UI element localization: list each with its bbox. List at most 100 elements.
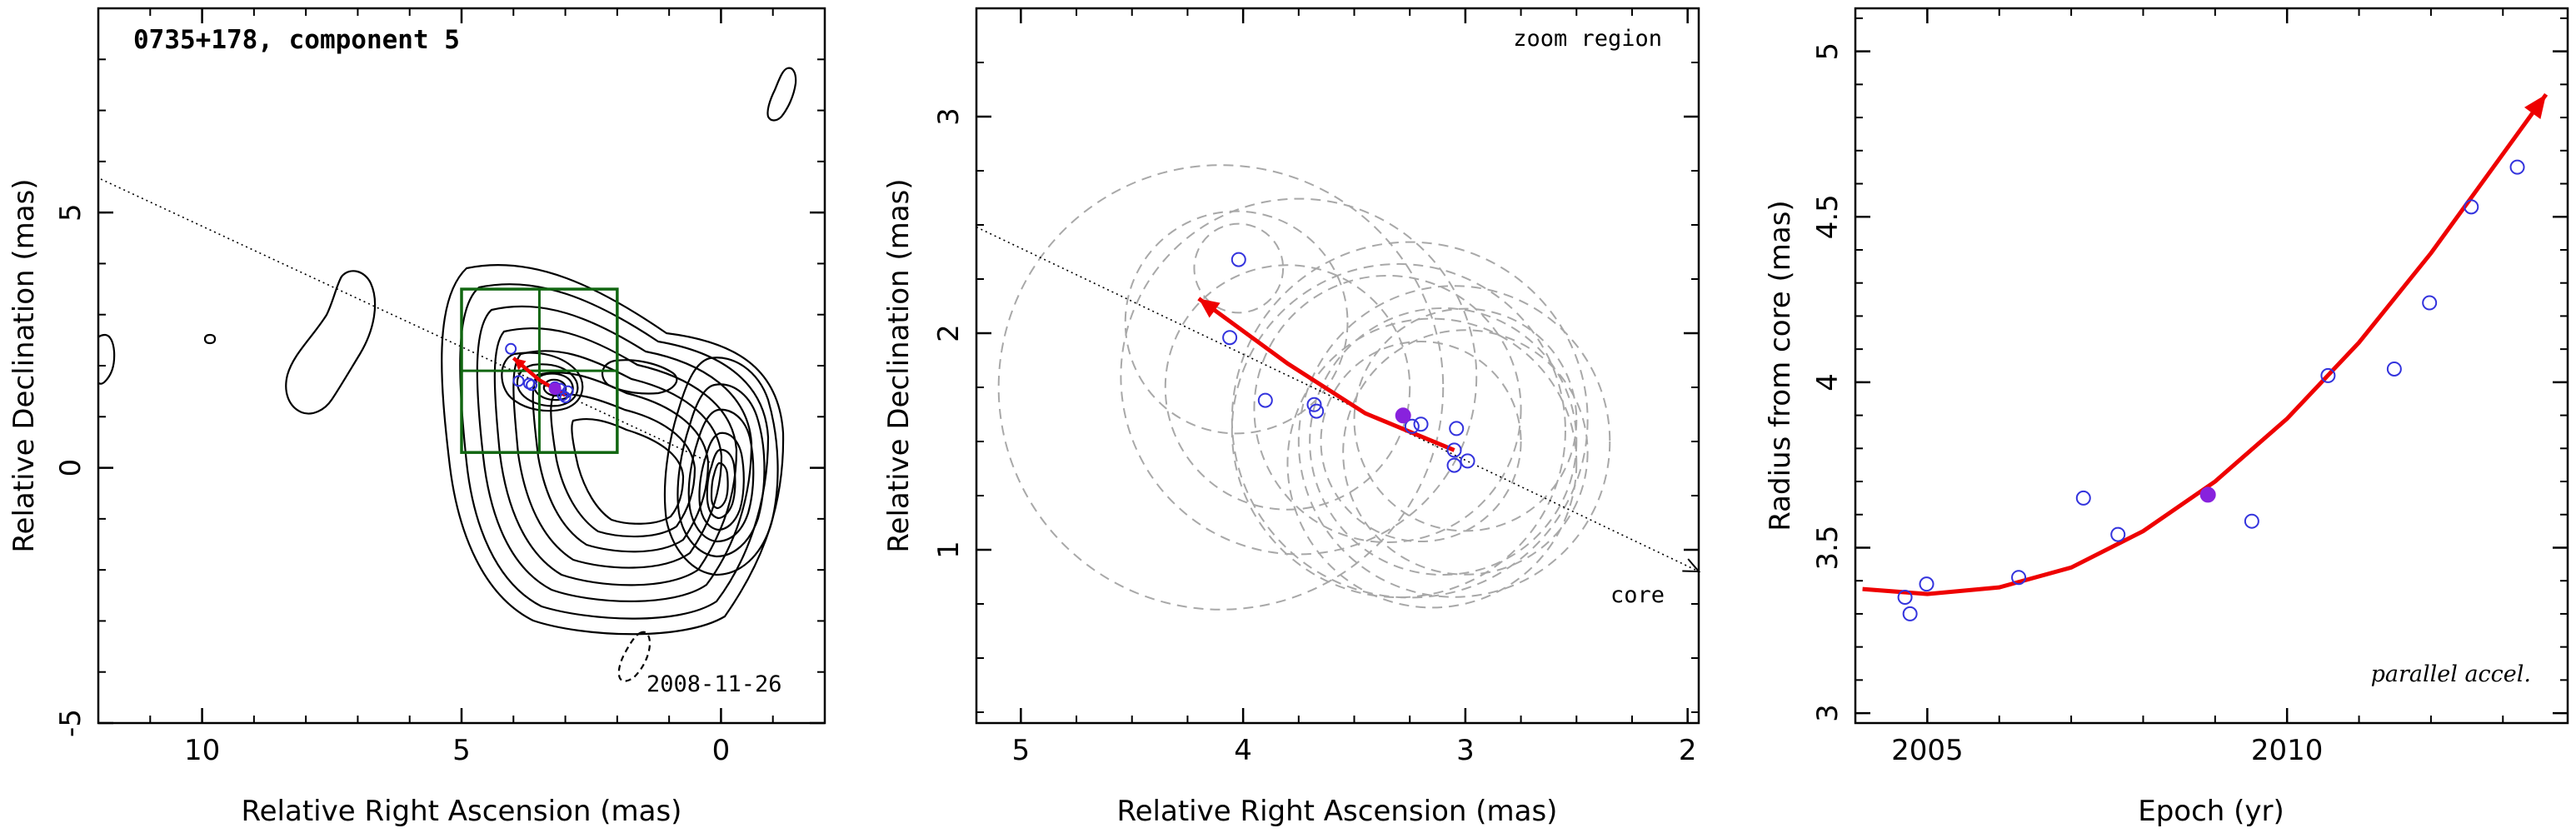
epoch-marker <box>1413 416 1429 432</box>
epoch-marker <box>1902 606 1918 621</box>
x-tick-label: 10 <box>184 734 220 767</box>
epoch-marker <box>1222 330 1238 346</box>
right-x-ticks: 2005 2010 <box>1855 8 2504 767</box>
reference-epoch-marker <box>2199 486 2216 503</box>
epoch-marker <box>1404 418 1420 434</box>
beam-circle <box>1164 264 1411 511</box>
right-panel: 2005 2010 3 3.5 4 4.5 5 parallel accel. Epoch… <box>1764 7 2569 828</box>
epoch-marker <box>526 379 538 392</box>
beam-circle <box>1124 210 1349 435</box>
middle-x-axis-label: Relative Right Ascension (mas) <box>1117 795 1558 828</box>
beam-circle <box>1286 317 1578 609</box>
epoch-marker <box>559 391 572 403</box>
left-epoch-label: 2008-11-26 <box>646 671 782 697</box>
core-label: core <box>1610 582 1665 608</box>
x-tick-label: 2 <box>1679 734 1697 767</box>
y-tick-label: 0 <box>54 459 87 477</box>
beam-circle <box>1320 340 1522 543</box>
x-tick-label: 3 <box>1456 734 1475 767</box>
beam-circle <box>997 164 1445 611</box>
beam-circle <box>1253 274 1522 544</box>
epoch-marker <box>2320 367 2336 383</box>
reference-epoch-marker <box>548 382 562 396</box>
left-contours <box>98 67 797 682</box>
middle-epoch-markers <box>1222 252 1475 473</box>
epoch-marker <box>2386 361 2402 377</box>
epoch-marker <box>1449 421 1465 436</box>
right-epoch-markers <box>1897 159 2525 621</box>
y-tick-label: 2 <box>932 324 966 342</box>
epoch-marker <box>2422 295 2438 311</box>
right-y-axis-label: Radius from core (mas) <box>1764 200 1797 531</box>
middle-panel: 5 4 3 2 1 2 3 zoom region core Relative Right… <box>882 7 1701 828</box>
middle-trajectory-arrowhead <box>1198 298 1221 318</box>
right-x-axis-label: Epoch (yr) <box>2138 795 2284 828</box>
left-x-ticks: 10 5 0 <box>97 8 826 767</box>
epoch-marker <box>512 375 525 387</box>
epoch-marker <box>2110 526 2126 542</box>
left-y-ticks: -5 0 5 <box>54 7 825 737</box>
left-y-axis-label: Relative Declination (mas) <box>7 178 41 552</box>
beam-circle <box>1231 262 1566 599</box>
epoch-marker <box>1231 252 1246 267</box>
y-tick-label: 5 <box>54 203 87 222</box>
left-epoch-markers <box>505 342 574 403</box>
beam-circle <box>1193 222 1285 314</box>
zoom-region-label: zoom region <box>1513 26 1662 52</box>
epoch-marker <box>1446 457 1462 473</box>
epoch-marker <box>2011 570 2027 586</box>
x-tick-label: 0 <box>712 734 731 767</box>
middle-y-ticks: 1 2 3 <box>932 7 1699 713</box>
epoch-marker <box>562 385 574 397</box>
middle-y-axis-label: Relative Declination (mas) <box>882 178 916 552</box>
left-direction-line <box>98 177 711 464</box>
epoch-marker <box>1919 576 1934 592</box>
beam-circle <box>1120 197 1478 556</box>
left-panel: 10 5 0 -5 0 5 0735+178, component 5 2008-11-… <box>7 7 826 828</box>
x-tick-label: 2010 <box>2251 734 2324 767</box>
beam-circle <box>1309 307 1578 576</box>
y-tick-label: 3.5 <box>1811 525 1845 570</box>
x-tick-label: 5 <box>452 734 471 767</box>
epoch-marker <box>2464 199 2479 215</box>
epoch-marker <box>2075 490 2091 506</box>
left-x-axis-label: Relative Right Ascension (mas) <box>242 795 682 828</box>
beam-circle <box>1342 329 1589 576</box>
fit-curve-arrowhead <box>2524 94 2547 119</box>
reference-epoch-marker <box>1395 407 1411 424</box>
beam-circle <box>1353 307 1578 532</box>
y-tick-label: 3 <box>1811 704 1845 722</box>
left-trajectory-arrowhead <box>513 357 527 371</box>
x-tick-label: 4 <box>1234 734 1252 767</box>
epoch-marker <box>505 342 517 355</box>
y-tick-label: -5 <box>54 709 87 737</box>
parallel-accel-label: parallel accel. <box>2371 661 2531 687</box>
y-tick-label: 3 <box>932 107 966 126</box>
acceleration-fit-curve <box>1862 92 2549 596</box>
beam-circles <box>997 164 1611 611</box>
epoch-marker <box>2244 513 2259 529</box>
x-tick-label: 5 <box>1012 734 1031 767</box>
epoch-marker <box>1257 392 1273 408</box>
beam-circle <box>1297 285 1611 598</box>
epoch-marker <box>1446 442 1462 458</box>
epoch-marker <box>1897 590 1913 606</box>
y-tick-label: 1 <box>932 541 966 559</box>
epoch-marker <box>1460 453 1475 469</box>
y-tick-label: 4.5 <box>1811 194 1845 239</box>
y-tick-label: 5 <box>1811 42 1845 61</box>
middle-plot-frame <box>975 7 1700 725</box>
epoch-marker <box>2509 159 2525 175</box>
y-tick-label: 4 <box>1811 373 1845 392</box>
epoch-marker <box>1306 397 1322 412</box>
right-plot-frame <box>1854 7 2569 725</box>
x-tick-label: 2005 <box>1891 734 1964 767</box>
middle-direction-line <box>976 226 1700 572</box>
middle-x-ticks: 5 4 3 2 <box>1012 8 1697 767</box>
epoch-marker <box>1309 403 1325 419</box>
right-y-ticks: 3 3.5 4 4.5 5 <box>1811 17 2568 722</box>
left-title: 0735+178, component 5 <box>133 25 460 55</box>
beam-circle <box>1231 241 1589 599</box>
zoom-box <box>460 287 619 454</box>
